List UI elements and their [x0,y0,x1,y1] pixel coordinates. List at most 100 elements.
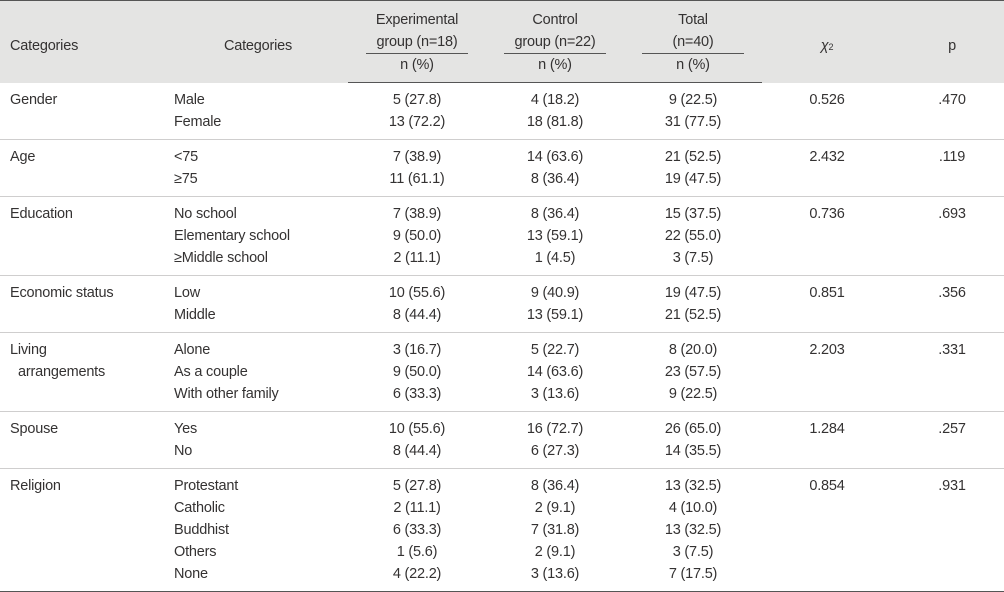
category-cell: Age [0,140,168,169]
category-cell [0,304,168,333]
p-cell [892,383,1004,412]
tot-cell: 22 (55.0) [624,225,762,247]
exp-cell: 6 (33.3) [348,383,486,412]
subcategory-cell: Others [168,541,348,563]
subcategory-cell: Alone [168,333,348,362]
header-control-line2: group (n=22) [486,31,624,54]
tot-cell: 15 (37.5) [624,197,762,226]
tot-cell: 3 (7.5) [624,247,762,276]
p-cell [892,225,1004,247]
ctrl-cell: 8 (36.4) [486,197,624,226]
subcategory-cell: Buddhist [168,519,348,541]
tot-cell: 19 (47.5) [624,276,762,305]
exp-cell: 13 (72.2) [348,111,486,140]
category-cell [0,168,168,197]
category-cell: Education [0,197,168,226]
category-cell: Economic status [0,276,168,305]
p-cell: .356 [892,276,1004,305]
table-row: Female13 (72.2)18 (81.8)31 (77.5) [0,111,1004,140]
table-row: ReligionProtestant5 (27.8)8 (36.4)13 (32… [0,469,1004,498]
table-row: arrangementsAs a couple9 (50.0)14 (63.6)… [0,361,1004,383]
exp-cell: 9 (50.0) [348,225,486,247]
ctrl-cell: 8 (36.4) [486,168,624,197]
header-p: p [892,1,1004,83]
subcategory-cell: No school [168,197,348,226]
chi2-cell [762,440,892,469]
table-row: Middle8 (44.4)13 (59.1)21 (52.5) [0,304,1004,333]
exp-cell: 8 (44.4) [348,304,486,333]
ctrl-cell: 14 (63.6) [486,361,624,383]
tot-cell: 13 (32.5) [624,469,762,498]
tot-cell: 3 (7.5) [624,541,762,563]
p-cell [892,247,1004,276]
tot-cell: 8 (20.0) [624,333,762,362]
table-row: With other family6 (33.3)3 (13.6)9 (22.5… [0,383,1004,412]
subcategory-cell: Male [168,83,348,112]
table-row: Elementary school9 (50.0)13 (59.1)22 (55… [0,225,1004,247]
p-cell [892,440,1004,469]
subcategory-cell: Female [168,111,348,140]
ctrl-cell: 6 (27.3) [486,440,624,469]
ctrl-cell: 2 (9.1) [486,497,624,519]
ctrl-cell: 5 (22.7) [486,333,624,362]
chi2-cell: 2.432 [762,140,892,169]
subcategory-cell: With other family [168,383,348,412]
p-cell: .331 [892,333,1004,362]
table-row: No8 (44.4)6 (27.3)14 (35.5) [0,440,1004,469]
category-cell [0,440,168,469]
ctrl-cell: 16 (72.7) [486,412,624,441]
exp-cell: 4 (22.2) [348,563,486,592]
characteristics-table: Categories Categories Experimental Contr… [0,0,1004,592]
tot-cell: 9 (22.5) [624,83,762,112]
category-cell [0,247,168,276]
exp-cell: 11 (61.1) [348,168,486,197]
ctrl-cell: 4 (18.2) [486,83,624,112]
subcategory-cell: No [168,440,348,469]
exp-cell: 5 (27.8) [348,469,486,498]
category-cell [0,563,168,592]
chi2-cell [762,541,892,563]
subcategory-cell: As a couple [168,361,348,383]
ctrl-cell: 8 (36.4) [486,469,624,498]
tot-cell: 21 (52.5) [624,140,762,169]
subcategory-cell: ≥Middle school [168,247,348,276]
tot-cell: 31 (77.5) [624,111,762,140]
table-row: EducationNo school7 (38.9)8 (36.4)15 (37… [0,197,1004,226]
ctrl-cell: 13 (59.1) [486,304,624,333]
category-cell: Spouse [0,412,168,441]
tot-cell: 26 (65.0) [624,412,762,441]
p-cell [892,563,1004,592]
exp-cell: 6 (33.3) [348,519,486,541]
chi2-cell [762,225,892,247]
category-cell: arrangements [0,361,168,383]
table-body: GenderMale5 (27.8)4 (18.2)9 (22.5)0.526.… [0,83,1004,592]
table-row: LivingAlone3 (16.7)5 (22.7)8 (20.0)2.203… [0,333,1004,362]
subcategory-cell: Middle [168,304,348,333]
chi2-cell [762,563,892,592]
ctrl-cell: 18 (81.8) [486,111,624,140]
chi2-cell [762,168,892,197]
header-categories-2: Categories [168,1,348,83]
p-cell: .257 [892,412,1004,441]
chi2-cell [762,111,892,140]
ctrl-cell: 14 (63.6) [486,140,624,169]
exp-cell: 7 (38.9) [348,197,486,226]
header-categories-1: Categories [0,1,168,83]
category-cell [0,497,168,519]
p-cell [892,111,1004,140]
table-header: Categories Categories Experimental Contr… [0,1,1004,83]
p-cell [892,361,1004,383]
header-total-line1: Total [624,1,762,32]
chi2-cell: 0.854 [762,469,892,498]
header-npct-total: n (%) [624,54,762,83]
chi2-cell: 0.736 [762,197,892,226]
ctrl-cell: 13 (59.1) [486,225,624,247]
tot-cell: 19 (47.5) [624,168,762,197]
p-cell: .931 [892,469,1004,498]
chi2-cell [762,247,892,276]
category-cell: Living [0,333,168,362]
tot-cell: 14 (35.5) [624,440,762,469]
ctrl-cell: 1 (4.5) [486,247,624,276]
category-cell [0,111,168,140]
table-row: Buddhist6 (33.3)7 (31.8)13 (32.5) [0,519,1004,541]
